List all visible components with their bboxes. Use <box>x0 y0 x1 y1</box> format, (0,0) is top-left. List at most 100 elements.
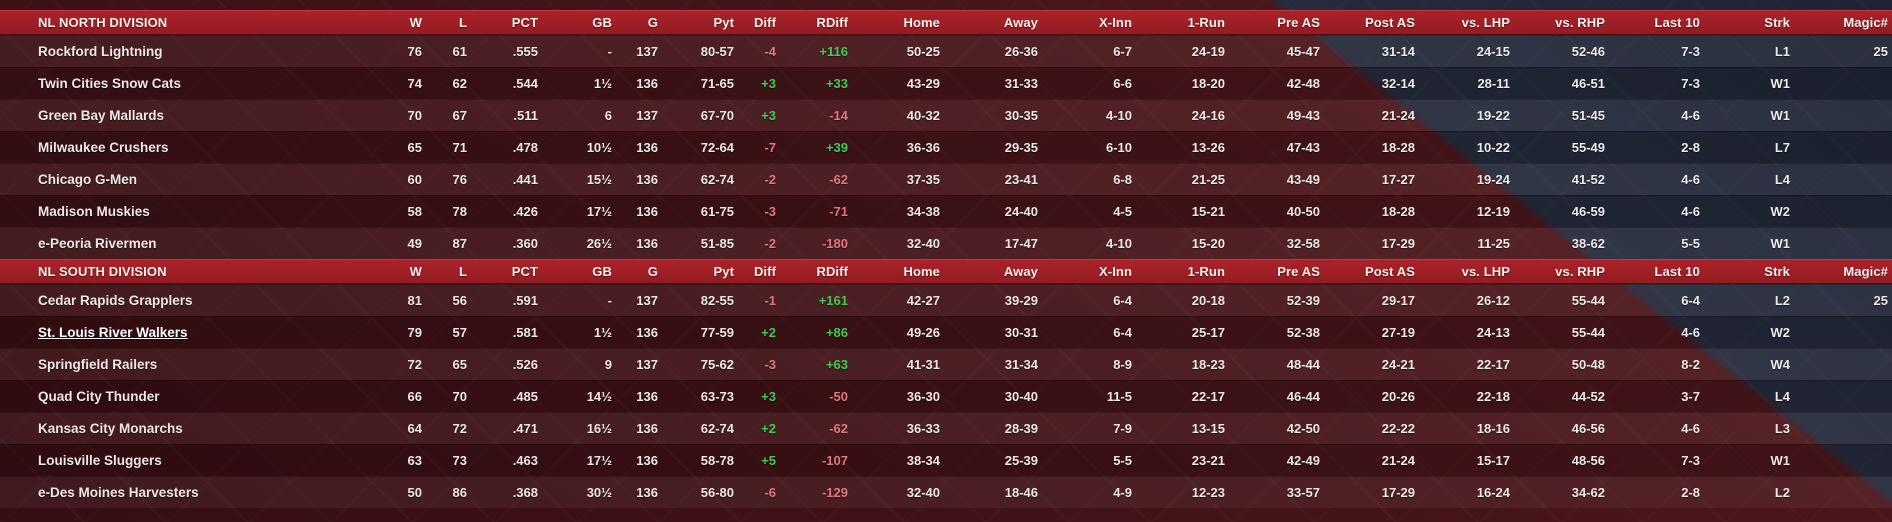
stat-gb: 30½ <box>586 484 612 500</box>
team-name-link[interactable]: Kansas City Monarchs <box>38 420 183 436</box>
stat-pyt: 75-62 <box>700 356 734 372</box>
stat-strk: W2 <box>1770 203 1791 219</box>
stat-w: 70 <box>407 107 422 123</box>
stat-pct: .485 <box>512 388 538 404</box>
column-header-last-10[interactable]: Last 10 <box>1654 264 1700 279</box>
column-header-post-as[interactable]: Post AS <box>1364 264 1415 279</box>
column-header-rdiff[interactable]: RDiff <box>816 264 848 279</box>
stat-g: 136 <box>636 139 658 155</box>
team-name-link[interactable]: Twin Cities Snow Cats <box>38 75 182 91</box>
division-title: NL SOUTH DIVISION <box>38 264 167 279</box>
column-header-pre-as[interactable]: Pre AS <box>1277 15 1320 30</box>
column-header-strk[interactable]: Strk <box>1764 264 1790 279</box>
stat-rdiff: -62 <box>829 420 848 436</box>
stat-post-as: 17-29 <box>1381 484 1415 500</box>
stat-vs-lhp: 10-22 <box>1476 139 1510 155</box>
stat-g: 136 <box>636 420 658 436</box>
stat-x-inn: 6-4 <box>1113 292 1132 308</box>
stat-diff: -6 <box>764 484 776 500</box>
column-header-vs-lhp[interactable]: vs. LHP <box>1461 264 1510 279</box>
team-name-link[interactable]: e-Peoria Rivermen <box>38 235 157 251</box>
team-name-link[interactable]: Springfield Railers <box>38 356 158 372</box>
column-header-strk[interactable]: Strk <box>1764 15 1790 30</box>
column-header-diff[interactable]: Diff <box>753 264 776 279</box>
column-header-post-as[interactable]: Post AS <box>1364 15 1415 30</box>
column-header-1-run[interactable]: 1-Run <box>1187 264 1225 279</box>
column-header-x-inn[interactable]: X-Inn <box>1099 15 1132 30</box>
column-header-w[interactable]: W <box>409 264 422 279</box>
stat-1-run: 24-16 <box>1191 107 1225 123</box>
stat-diff: -4 <box>764 43 776 59</box>
stat-away: 39-29 <box>1004 292 1038 308</box>
column-header-pct[interactable]: PCT <box>511 264 538 279</box>
column-header-gb[interactable]: GB <box>592 264 612 279</box>
column-header-vs-rhp[interactable]: vs. RHP <box>1555 264 1605 279</box>
team-name-link[interactable]: Green Bay Mallards <box>38 107 165 123</box>
stat-last-10: 5-5 <box>1681 235 1700 251</box>
column-header-g[interactable]: G <box>647 264 658 279</box>
stat-magic: 25 <box>1873 292 1888 308</box>
column-header-vs-rhp[interactable]: vs. RHP <box>1555 15 1605 30</box>
team-name-link[interactable]: Quad City Thunder <box>38 388 160 404</box>
stat-strk: W1 <box>1770 235 1791 251</box>
stat-w: 81 <box>407 292 422 308</box>
stat-home: 40-32 <box>906 107 940 123</box>
stat-x-inn: 6-4 <box>1113 324 1132 340</box>
stat-pre-as: 32-58 <box>1286 235 1320 251</box>
stat-g: 137 <box>636 43 658 59</box>
stat-pyt: 80-57 <box>700 43 734 59</box>
column-header-pre-as[interactable]: Pre AS <box>1277 264 1320 279</box>
stat-vs-rhp: 44-52 <box>1571 388 1605 404</box>
team-name-link[interactable]: St. Louis River Walkers <box>38 324 188 340</box>
stat-post-as: 22-22 <box>1381 420 1415 436</box>
team-name-link[interactable]: Cedar Rapids Grapplers <box>38 292 193 308</box>
column-header-1-run[interactable]: 1-Run <box>1187 15 1225 30</box>
stat-diff: +3 <box>761 107 776 123</box>
team-name-link[interactable]: e-Des Moines Harvesters <box>38 484 199 500</box>
stat-away: 30-40 <box>1004 388 1038 404</box>
stat-w: 64 <box>407 420 422 436</box>
team-name-link[interactable]: Madison Muskies <box>38 203 150 219</box>
stat-strk: W2 <box>1770 324 1791 340</box>
column-header-gb[interactable]: GB <box>592 15 612 30</box>
stat-gb: 16½ <box>586 420 612 436</box>
stat-pre-as: 52-38 <box>1286 324 1320 340</box>
team-name-link[interactable]: Rockford Lightning <box>38 43 163 59</box>
stat-away: 26-36 <box>1004 43 1038 59</box>
stat-pct: .591 <box>512 292 538 308</box>
stat-1-run: 13-26 <box>1191 139 1225 155</box>
stat-vs-lhp: 22-18 <box>1476 388 1510 404</box>
team-name-link[interactable]: Louisville Sluggers <box>38 452 162 468</box>
stat-vs-lhp: 19-24 <box>1476 171 1510 187</box>
column-header-diff[interactable]: Diff <box>753 15 776 30</box>
stat-away: 30-35 <box>1004 107 1038 123</box>
column-header-away[interactable]: Away <box>1003 264 1038 279</box>
column-header-l[interactable]: L <box>458 264 467 279</box>
column-header-magic[interactable]: Magic# <box>1843 264 1888 279</box>
column-header-vs-lhp[interactable]: vs. LHP <box>1461 15 1510 30</box>
column-header-l[interactable]: L <box>458 15 467 30</box>
column-header-home[interactable]: Home <box>903 264 940 279</box>
stat-away: 23-41 <box>1004 171 1038 187</box>
column-header-pyt[interactable]: Pyt <box>713 264 734 279</box>
column-header-rdiff[interactable]: RDiff <box>816 15 848 30</box>
stat-pre-as: 40-50 <box>1286 203 1320 219</box>
stat-gb: 9 <box>604 356 612 372</box>
column-header-x-inn[interactable]: X-Inn <box>1099 264 1132 279</box>
column-header-magic[interactable]: Magic# <box>1843 15 1888 30</box>
column-header-pct[interactable]: PCT <box>511 15 538 30</box>
stat-post-as: 29-17 <box>1381 292 1415 308</box>
column-header-away[interactable]: Away <box>1003 15 1038 30</box>
team-name-link[interactable]: Milwaukee Crushers <box>38 139 169 155</box>
column-header-w[interactable]: W <box>409 15 422 30</box>
team-name-link[interactable]: Chicago G-Men <box>38 171 138 187</box>
stat-gb: 17½ <box>586 203 612 219</box>
column-header-g[interactable]: G <box>647 15 658 30</box>
column-header-last-10[interactable]: Last 10 <box>1654 15 1700 30</box>
stat-1-run: 15-20 <box>1191 235 1225 251</box>
stat-home: 37-35 <box>906 171 940 187</box>
stat-last-10: 4-6 <box>1681 203 1700 219</box>
column-header-home[interactable]: Home <box>903 15 940 30</box>
stat-pct: .511 <box>513 107 538 123</box>
column-header-pyt[interactable]: Pyt <box>713 15 734 30</box>
